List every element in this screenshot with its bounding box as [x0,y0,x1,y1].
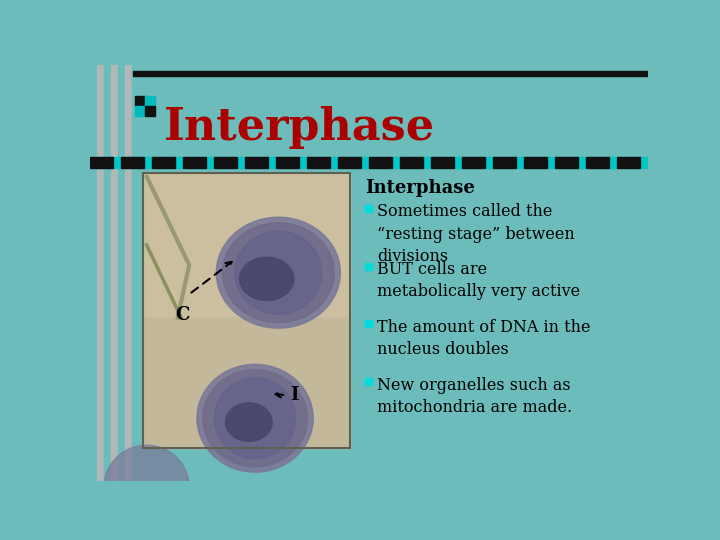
Bar [104,168,111,481]
Bar [431,157,454,168]
Bar [617,157,640,168]
Bar [143,318,351,448]
Bar [276,157,300,168]
Bar [90,65,97,481]
Text: C: C [175,306,189,324]
Bar [90,168,97,481]
Text: The amount of DNA in the
nucleus doubles: The amount of DNA in the nucleus doubles [377,319,590,358]
Bar [369,157,392,168]
Bar [307,157,330,168]
Bar [493,157,516,168]
Text: BUT cells are
metabolically very active: BUT cells are metabolically very active [377,261,580,300]
Bar [586,157,609,168]
Bar [132,168,139,481]
Bar [143,173,351,318]
Bar [125,65,132,481]
Bar [145,106,155,116]
Bar [524,157,547,168]
Bar [111,65,118,481]
Bar [118,65,125,481]
Polygon shape [104,445,189,530]
Bar [400,157,423,168]
Bar [145,96,155,106]
Text: Sometimes called the
“resting stage” between
divisions: Sometimes called the “resting stage” bet… [377,204,575,265]
Polygon shape [203,370,307,467]
Polygon shape [197,364,313,472]
Text: I: I [290,386,299,404]
Bar [365,262,372,269]
Polygon shape [215,378,296,458]
Polygon shape [235,231,322,314]
Polygon shape [240,257,294,300]
Bar [132,76,648,157]
Text: Interphase: Interphase [163,106,435,150]
Bar [365,378,372,385]
Bar [365,320,372,327]
Polygon shape [216,217,341,328]
Bar [135,106,145,116]
Text: Interphase: Interphase [365,179,475,197]
Bar [143,173,351,448]
Bar [121,157,144,168]
Bar [152,157,175,168]
Bar [555,157,578,168]
Text: New organelles such as
mitochondria are made.: New organelles such as mitochondria are … [377,377,572,416]
Bar [90,157,648,168]
Bar [104,65,111,481]
Bar [97,65,104,481]
Bar [183,157,206,168]
Bar [338,157,361,168]
Bar [90,157,113,168]
Bar [132,65,139,481]
Bar [214,157,238,168]
Bar [132,71,648,76]
Polygon shape [222,223,334,322]
Bar [245,157,269,168]
Bar [90,65,132,481]
Bar [365,205,372,212]
Bar [97,168,104,481]
Bar [111,168,118,481]
Bar [143,173,351,448]
Bar [462,157,485,168]
Bar [125,168,132,481]
Bar [135,96,145,106]
Bar [118,168,125,481]
Polygon shape [225,403,272,441]
